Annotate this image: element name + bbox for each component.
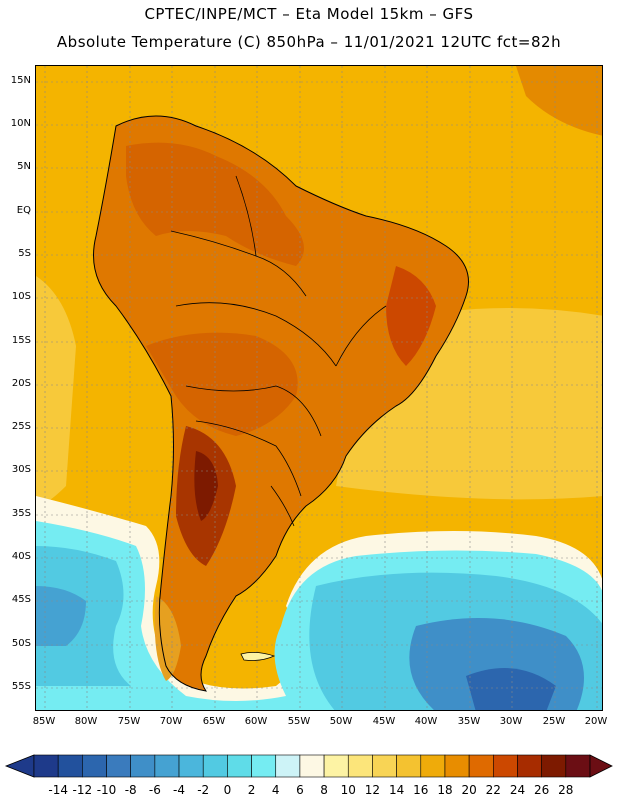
colorbar-cells (4, 754, 613, 778)
colorbar-cell (178, 754, 204, 778)
lat-label: 15N (10, 75, 31, 86)
colorbar-tick-label: -14 (48, 783, 68, 797)
colorbar-cell (57, 754, 83, 778)
lon-label: 40W (414, 716, 438, 727)
hottest-core (194, 451, 218, 521)
lon-label: 20W (584, 716, 608, 727)
colorbar-cell (202, 754, 228, 778)
colorbar-arrow-left (4, 754, 35, 778)
colorbar-tick-label: 2 (247, 783, 256, 797)
colorbar-tick-label: -2 (197, 783, 210, 797)
colorbar-cell (565, 754, 591, 778)
lon-label: 50W (329, 716, 353, 727)
temperature-map (36, 66, 602, 710)
colorbar-cell (396, 754, 422, 778)
colorbar (4, 754, 613, 778)
colorbar-tick-label: 8 (320, 783, 328, 797)
colorbar-cell (82, 754, 107, 778)
colorbar-tick-label: 26 (534, 783, 550, 797)
colorbar-tick-label: 0 (223, 783, 232, 797)
colorbar-tick-label: -6 (148, 783, 161, 797)
chart-subtitle: Absolute Temperature (C) 850hPa – 11/01/… (56, 33, 562, 51)
lon-label: 45W (372, 716, 396, 727)
colorbar-tick-label: -4 (173, 783, 186, 797)
colorbar-cell (130, 754, 156, 778)
colorbar-cell (541, 754, 567, 778)
colorbar-cell (154, 754, 180, 778)
colorbar-cell (251, 754, 277, 778)
colorbar-tick-label: 12 (364, 783, 381, 797)
colorbar-cell (420, 754, 446, 778)
colorbar-tick-label: 16 (413, 783, 429, 797)
colorbar-tick-label: -8 (124, 783, 137, 797)
colorbar-cell (33, 754, 59, 778)
lat-label: EQ (16, 205, 31, 216)
chart-title: CPTEC/INPE/MCT – Eta Model 15km – GFS (144, 5, 474, 23)
colorbar-cell (347, 754, 373, 778)
coastline (93, 115, 469, 692)
lon-label: 85W (32, 716, 56, 727)
lon-label: 60W (244, 716, 268, 727)
colorbar-tick-label: 28 (558, 783, 574, 797)
falkland-islands (240, 652, 276, 661)
colorbar-tick-label: 10 (340, 783, 356, 797)
patagonia (154, 596, 181, 681)
cold-pocket-west (36, 586, 86, 646)
lat-label: 5N (17, 161, 31, 172)
lat-label: 10N (10, 118, 31, 129)
hot-northeast (386, 266, 436, 366)
colorbar-tick-label: 14 (388, 783, 405, 797)
lon-label: 70W (159, 716, 183, 727)
colorbar-cell (299, 754, 325, 778)
colorbar-cell (517, 754, 542, 778)
lat-label: 45S (11, 594, 31, 605)
lon-label: 55W (287, 716, 311, 727)
colorbar-tick-label: 4 (271, 783, 280, 797)
lon-label: 25W (542, 716, 566, 727)
lat-label: 10S (11, 291, 31, 302)
colorbar-tick-label: -12 (72, 783, 93, 797)
colorbar-tick-label: 20 (461, 783, 477, 797)
colorbar-cell (493, 754, 518, 778)
colorbar-cell (372, 754, 397, 778)
hot-central (146, 332, 298, 436)
lat-label: 35S (11, 508, 31, 519)
lon-label: 80W (74, 716, 98, 727)
colorbar-cell (106, 754, 131, 778)
colorbar-cell (444, 754, 470, 778)
lon-label: 75W (117, 716, 141, 727)
hot-north (126, 142, 304, 266)
map-frame[interactable] (35, 65, 603, 711)
lon-label: 65W (202, 716, 226, 727)
country-borders (170, 175, 387, 527)
warm-corner-ne (516, 66, 602, 136)
colorbar-tick-label: -10 (96, 783, 117, 797)
cold-core-deep (466, 668, 556, 710)
colorbar-tick-label: 22 (485, 783, 501, 797)
warm-band-west (36, 276, 76, 506)
colorbar-tick-label: 18 (437, 783, 453, 797)
lon-label: 35W (457, 716, 481, 727)
colorbar-tick-label: 24 (509, 783, 526, 797)
colorbar-cell (227, 754, 252, 778)
colorbar-cell (323, 754, 349, 778)
colorbar-cell (275, 754, 301, 778)
lat-label: 15S (11, 335, 31, 346)
lat-label: 55S (11, 681, 31, 692)
colorbar-tick-label: 6 (296, 783, 304, 797)
lat-label: 25S (11, 421, 31, 432)
colorbar-arrow-right (589, 754, 613, 778)
lat-label: 50S (11, 638, 31, 649)
lon-label: 30W (499, 716, 523, 727)
lat-label: 5S (18, 248, 31, 259)
lat-label: 30S (11, 464, 31, 475)
colorbar-cell (468, 754, 494, 778)
lat-label: 40S (11, 551, 31, 562)
lat-label: 20S (11, 378, 31, 389)
